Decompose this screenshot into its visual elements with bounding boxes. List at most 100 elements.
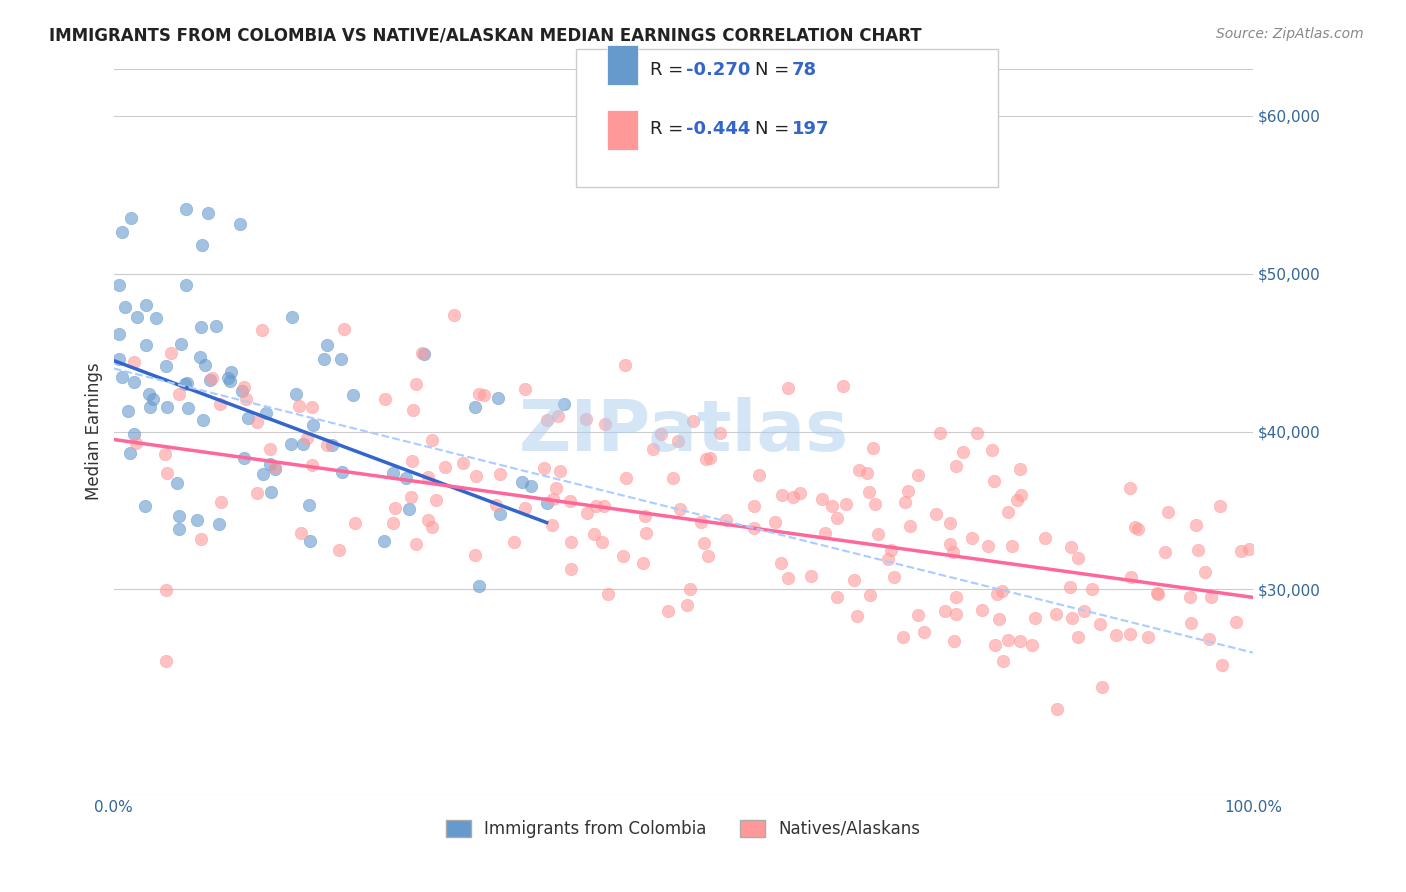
Text: 197: 197 <box>792 120 830 138</box>
Point <box>1091 680 1114 694</box>
Point <box>186 512 208 526</box>
Point <box>986 587 1008 601</box>
Point <box>169 509 191 524</box>
Point <box>330 465 353 479</box>
Point <box>233 380 256 394</box>
Point <box>198 373 221 387</box>
Point <box>489 507 512 521</box>
Point <box>880 543 903 558</box>
Text: IMMIGRANTS FROM COLOMBIA VS NATIVE/ALASKAN MEDIAN EARNINGS CORRELATION CHART: IMMIGRANTS FROM COLOMBIA VS NATIVE/ALASK… <box>49 27 922 45</box>
Point <box>748 467 770 482</box>
Point <box>117 404 139 418</box>
Point <box>669 501 692 516</box>
Point <box>405 377 427 392</box>
Point <box>285 387 308 401</box>
Point <box>912 624 935 639</box>
Point <box>160 346 183 360</box>
Point <box>543 492 565 507</box>
Point <box>398 501 420 516</box>
Text: R =: R = <box>650 61 689 78</box>
Point <box>111 225 134 239</box>
Point <box>138 387 160 401</box>
Point <box>233 451 256 466</box>
Point <box>945 458 967 473</box>
Point <box>662 471 685 485</box>
Point <box>174 202 197 216</box>
Point <box>898 518 921 533</box>
Point <box>1059 580 1081 594</box>
Point <box>120 211 142 225</box>
Point <box>176 376 198 391</box>
Point <box>208 516 231 531</box>
Point <box>1146 585 1168 599</box>
Point <box>1237 542 1260 557</box>
Point <box>866 526 889 541</box>
Point <box>411 346 433 360</box>
Point <box>382 466 405 480</box>
Point <box>1157 505 1180 519</box>
Point <box>769 556 792 570</box>
Point <box>399 491 422 505</box>
Point <box>155 655 177 669</box>
Point <box>695 451 717 466</box>
Point <box>510 475 533 489</box>
Point <box>693 536 716 550</box>
Point <box>155 359 177 373</box>
Point <box>1060 540 1083 554</box>
Point <box>709 425 731 440</box>
Point <box>907 608 929 623</box>
Point <box>776 571 799 585</box>
Point <box>541 518 564 533</box>
Point <box>254 406 277 420</box>
Point <box>966 425 988 440</box>
Point <box>1005 493 1028 508</box>
Point <box>201 370 224 384</box>
Point <box>770 488 793 502</box>
Point <box>1136 631 1159 645</box>
Point <box>983 474 1005 488</box>
Point <box>259 442 281 457</box>
Point <box>763 515 786 529</box>
Text: -0.444: -0.444 <box>686 120 751 138</box>
Point <box>166 476 188 491</box>
Point <box>1001 539 1024 553</box>
Point <box>373 533 395 548</box>
Point <box>863 497 886 511</box>
Point <box>1008 634 1031 648</box>
Point <box>156 400 179 414</box>
Point <box>544 481 567 495</box>
Point <box>425 493 447 508</box>
Point <box>575 411 598 425</box>
Point <box>134 499 156 513</box>
Point <box>114 300 136 314</box>
Point <box>591 534 613 549</box>
Point <box>970 603 993 617</box>
Point <box>832 378 855 392</box>
Point <box>641 442 664 457</box>
Point <box>297 431 319 445</box>
Point <box>228 218 250 232</box>
Point <box>174 376 197 391</box>
Point <box>977 539 1000 553</box>
Point <box>938 537 960 551</box>
Point <box>1021 639 1043 653</box>
Point <box>384 501 406 516</box>
Point <box>583 527 606 541</box>
Point <box>219 374 242 388</box>
Point <box>1081 582 1104 596</box>
Point <box>1088 616 1111 631</box>
Point <box>834 497 856 511</box>
Point <box>135 298 157 312</box>
Point <box>560 562 582 576</box>
Point <box>142 392 165 406</box>
Point <box>145 311 167 326</box>
Point <box>464 549 486 563</box>
Point <box>858 484 880 499</box>
Point <box>696 549 718 563</box>
Point <box>1067 630 1090 644</box>
Point <box>690 515 713 529</box>
Point <box>291 436 314 450</box>
Point <box>120 445 142 459</box>
Point <box>401 454 423 468</box>
Point <box>1180 615 1202 630</box>
